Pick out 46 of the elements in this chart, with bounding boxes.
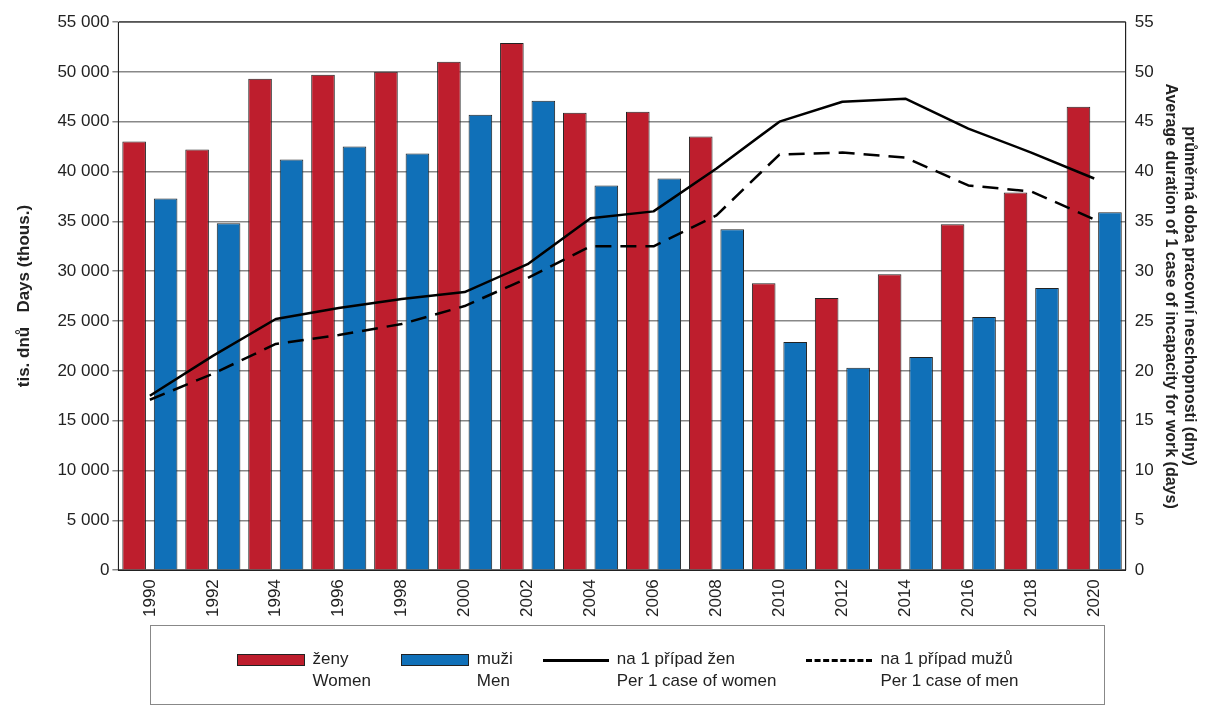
x-tick-label: 2018	[1020, 579, 1040, 618]
x-tick-label: 2014	[895, 579, 915, 618]
x-tick-label: 2020	[1083, 579, 1103, 618]
y2-tick-label: 55	[1134, 11, 1154, 31]
y-tick-label: 5 000	[66, 510, 110, 530]
y2-tick-label: 0	[1134, 559, 1145, 579]
y2-tick-label: 50	[1134, 61, 1154, 81]
y2-tick-label: 45	[1134, 111, 1154, 131]
y2-tick-label: 30	[1134, 260, 1154, 280]
y2-tick-label: 40	[1134, 161, 1154, 181]
x-tick-label: 2016	[957, 579, 977, 618]
x-tick-label: 2012	[832, 579, 852, 618]
y2-tick-label: 5	[1134, 510, 1145, 530]
y-tick-label: 25 000	[57, 310, 110, 330]
y2-tick-label: 25	[1134, 310, 1154, 330]
x-tick-label: 2006	[643, 579, 663, 618]
y-tick-label: 15 000	[57, 410, 110, 430]
legend-label: na 1 případ žen Per 1 case of women	[616, 648, 777, 692]
legend-label: na 1 případ mužů Per 1 case of men	[880, 648, 1019, 692]
x-tick-label: 2008	[706, 579, 726, 618]
y2-axis-title: průměrná doba pracovní neschopnosti (dny) Average duration of 1 case of incapacity for work (days)	[1162, 83, 1199, 509]
y-tick-label: 10 000	[57, 460, 110, 480]
y2-tick-label: 35	[1134, 211, 1154, 231]
y2-tick-label: 15	[1134, 410, 1154, 430]
y-tick-label: 20 000	[57, 360, 110, 380]
x-tick-label: 2004	[580, 579, 600, 618]
x-tick-label: 1992	[202, 579, 222, 618]
x-tick-label: 1998	[391, 579, 411, 618]
y-tick-label: 35 000	[57, 211, 110, 231]
y-tick-label: 30 000	[57, 260, 110, 280]
y2-tick-label: 20	[1134, 360, 1154, 380]
y-tick-label: 50 000	[57, 61, 110, 81]
x-tick-label: 1994	[265, 579, 285, 618]
legend-label: muži Men	[476, 648, 513, 692]
y-tick-label: 45 000	[57, 111, 110, 131]
y-tick-label: 55 000	[57, 11, 110, 31]
y-tick-label: 40 000	[57, 161, 110, 181]
y-tick-label: 0	[99, 559, 110, 579]
y-axis-title: tis. dnů Days (thous.)	[13, 204, 33, 388]
x-tick-label: 1990	[139, 579, 159, 618]
x-tick-label: 2000	[454, 579, 474, 618]
x-tick-label: 2010	[769, 579, 789, 618]
legend-label: ženy Women	[312, 648, 371, 692]
x-tick-label: 2002	[517, 579, 537, 618]
x-tick-label: 1996	[328, 579, 348, 618]
y2-tick-label: 10	[1134, 460, 1154, 480]
